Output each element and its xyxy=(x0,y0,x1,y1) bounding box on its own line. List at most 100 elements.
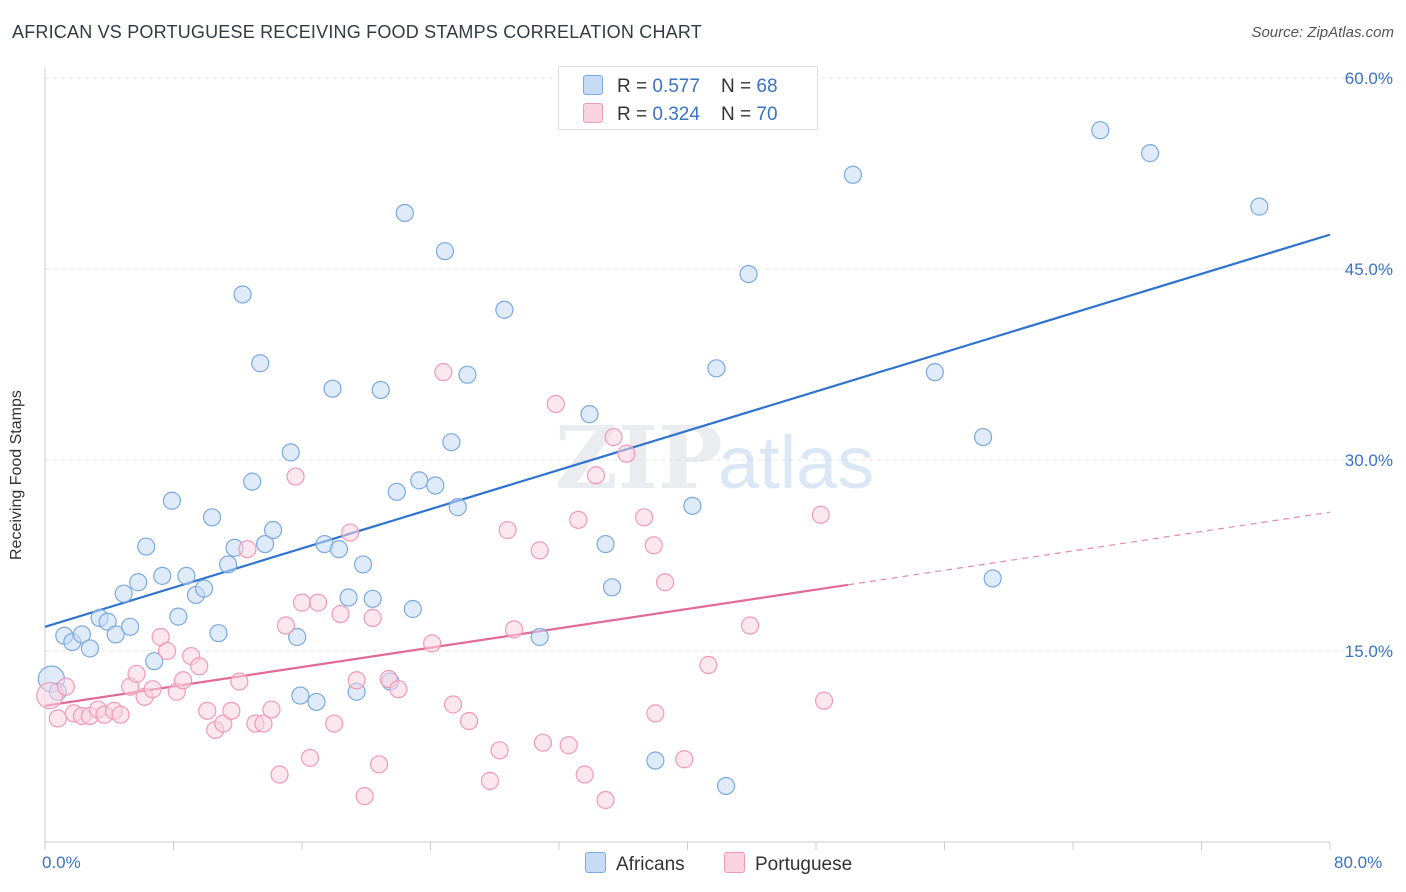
portuguese-point xyxy=(230,672,249,691)
africans-point xyxy=(410,471,429,490)
portuguese-point xyxy=(286,467,305,486)
africans-point xyxy=(307,692,326,712)
africans-point xyxy=(387,482,406,501)
portuguese-point xyxy=(443,695,463,714)
n-value-africans: 68 xyxy=(756,76,778,97)
portuguese-point xyxy=(675,750,694,769)
portuguese-point xyxy=(36,681,64,710)
portuguese-trend-extension xyxy=(848,511,1331,586)
africans-point xyxy=(448,498,467,517)
portuguese-point xyxy=(56,677,75,696)
africans-point xyxy=(194,579,214,598)
portuguese-point xyxy=(490,741,509,760)
africans-point xyxy=(363,589,382,608)
portuguese-point xyxy=(596,790,615,810)
chart-title: AFRICAN VS PORTUGUESE RECEIVING FOOD STA… xyxy=(12,22,702,42)
portuguese-point xyxy=(533,733,553,752)
legend-item-portuguese: Portuguese xyxy=(724,852,852,876)
africans-point xyxy=(106,625,125,644)
africans-point xyxy=(114,584,133,603)
n-label: N = xyxy=(721,76,757,97)
africans-point xyxy=(458,365,477,384)
africans-point xyxy=(233,285,252,304)
africans-point xyxy=(395,203,414,223)
africans-point xyxy=(145,652,164,671)
africans-point xyxy=(219,555,238,574)
africans-point xyxy=(442,433,461,452)
portuguese-point xyxy=(331,604,350,624)
portuguese-point xyxy=(480,771,500,790)
portuguese-point xyxy=(370,755,389,774)
portuguese-point xyxy=(814,691,834,710)
source-credit: Source: ZipAtlas.com xyxy=(1251,24,1394,41)
watermark-zip: ZIP xyxy=(555,408,723,509)
portuguese-point xyxy=(389,680,408,699)
portuguese-point xyxy=(617,444,636,463)
africans-point xyxy=(683,496,702,515)
portuguese-point xyxy=(300,748,320,768)
africans-point xyxy=(1250,197,1269,216)
africans-point xyxy=(291,686,310,705)
portuguese-point xyxy=(355,787,374,806)
africans-point xyxy=(255,534,275,554)
portuguese-point xyxy=(569,510,588,529)
x-tick-label-min: 0.0% xyxy=(42,853,81,872)
legend-label-africans: Africans xyxy=(616,854,685,875)
y-tick-label-45: 45.0% xyxy=(1345,260,1393,279)
africans-point xyxy=(281,443,300,462)
y-tick-label-60: 60.0% xyxy=(1345,69,1393,88)
r-label: R = xyxy=(617,104,653,125)
portuguese-point xyxy=(423,634,442,653)
africans-point xyxy=(121,617,140,636)
africans-point xyxy=(403,599,422,619)
portuguese-point xyxy=(292,593,312,612)
africans-point xyxy=(1091,121,1110,140)
africans-trend-line xyxy=(44,233,1331,628)
africans-point xyxy=(983,569,1002,588)
africans-point xyxy=(80,639,100,658)
portuguese-point xyxy=(646,704,665,723)
africans-point xyxy=(162,491,181,510)
legend-swatch-africans xyxy=(585,852,606,873)
watermark: ZIP atlas xyxy=(555,408,874,509)
legend-label-portuguese: Portuguese xyxy=(755,854,853,875)
portuguese-point xyxy=(586,466,606,485)
africans-point xyxy=(495,300,514,319)
x-tick-label-max: 80.0% xyxy=(1334,853,1383,872)
portuguese-point xyxy=(604,427,623,447)
stats-swatch-africans xyxy=(583,75,603,95)
africans-point xyxy=(602,578,622,597)
y-tick-labels: 15.0% 30.0% 45.0% 60.0% xyxy=(1345,69,1393,661)
portuguese-point xyxy=(434,363,453,382)
portuguese-point xyxy=(546,394,565,414)
africans-point xyxy=(925,363,944,382)
watermark-atlas: atlas xyxy=(718,421,874,504)
portuguese-point xyxy=(741,616,760,635)
africans-point xyxy=(339,588,358,607)
portuguese-point xyxy=(559,736,578,755)
africans-point xyxy=(169,607,188,626)
portuguese-point xyxy=(341,523,360,542)
portuguese-point xyxy=(504,620,524,639)
r-label: R = xyxy=(617,76,653,97)
africans-point xyxy=(426,476,445,495)
stats-row-portuguese: R = 0.324 N = 70 xyxy=(583,103,778,126)
portuguese-point xyxy=(222,701,241,720)
africans-point xyxy=(371,380,390,400)
portuguese-point xyxy=(254,714,273,733)
portuguese-point xyxy=(811,505,830,524)
data-points xyxy=(36,121,1269,810)
africans-point xyxy=(323,379,342,398)
africans-point xyxy=(137,537,156,556)
africans-point xyxy=(596,534,615,554)
axes xyxy=(44,68,1331,850)
legend-swatch-portuguese xyxy=(724,852,745,873)
portuguese-point xyxy=(644,536,663,555)
portuguese-point xyxy=(48,709,67,728)
africans-point xyxy=(353,555,373,574)
africans-point xyxy=(580,405,599,424)
r-value-portuguese: 0.324 xyxy=(652,104,700,125)
portuguese-point xyxy=(190,657,209,676)
legend-item-africans: Africans xyxy=(585,852,685,876)
portuguese-point xyxy=(575,765,594,784)
